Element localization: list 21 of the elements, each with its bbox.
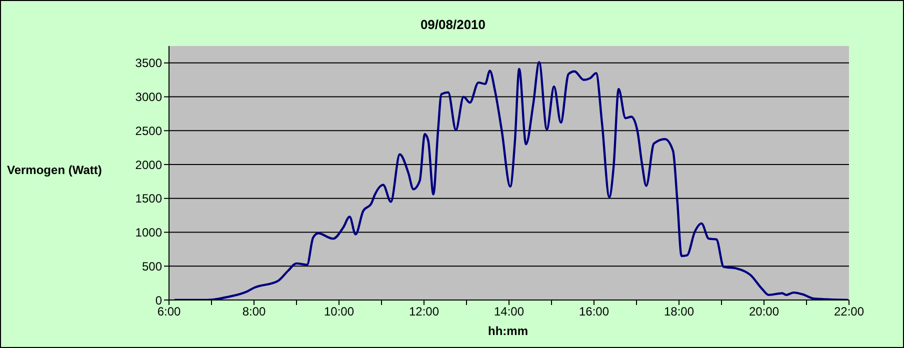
chart-title: 09/08/2010 [419,17,487,32]
y-tick-label: 500 [142,259,162,274]
y-tick-label: 2500 [135,124,162,138]
x-tick-label: 20:00 [748,304,780,319]
line-series [173,61,849,300]
x-axis-title: hh:mm [487,324,529,338]
x-tick-label: 22:00 [834,304,864,319]
y-tick-label: 2000 [135,158,162,172]
y-tick-label: 3500 [135,56,162,70]
x-tick-label: 14:00 [494,304,524,319]
y-tick-label: 1000 [135,226,162,240]
y-tick-label: 3000 [135,90,162,104]
y-tick-label: 0 [155,293,162,308]
x-tick-label: 18:00 [664,304,694,319]
x-tick-label: 16:00 [578,304,610,319]
y-tick-label: 1500 [135,192,162,206]
x-tick-label: 6:00 [157,304,181,319]
x-tick-label: 10:00 [324,304,354,319]
x-tick-label: 12:00 [408,304,440,319]
y-axis-title: Vermogen (Watt) [7,163,102,177]
x-tick-label: 8:00 [242,304,266,319]
